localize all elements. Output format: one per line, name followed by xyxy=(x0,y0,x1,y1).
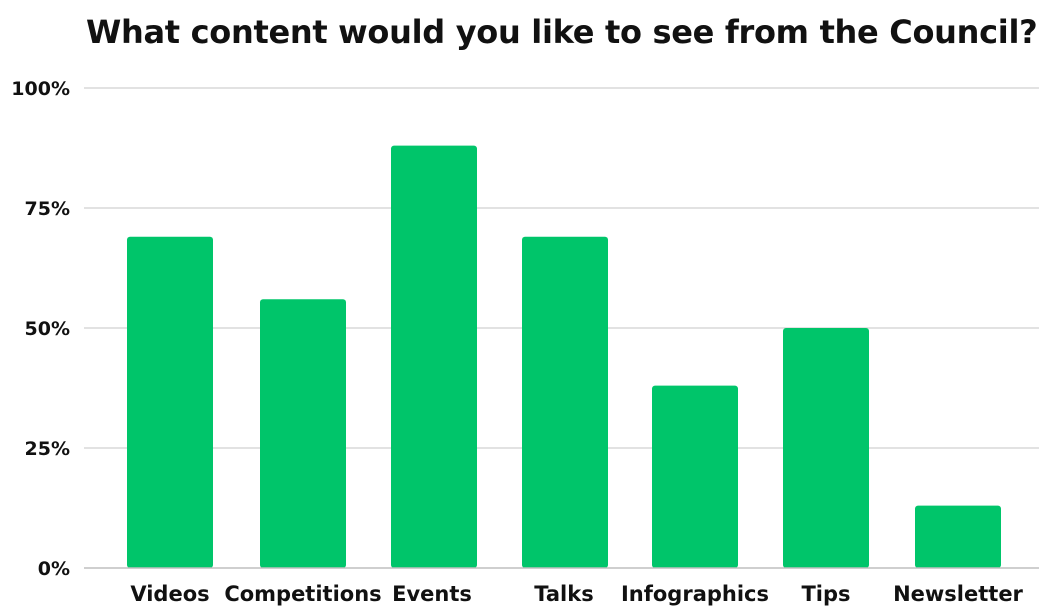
x-category-label: Infographics xyxy=(621,582,769,606)
x-category-label: Tips xyxy=(801,582,850,606)
bar-infographics xyxy=(652,385,738,568)
bar-videos xyxy=(127,236,213,569)
bars xyxy=(127,145,1001,569)
bar-events xyxy=(391,145,477,568)
y-tick-label: 50% xyxy=(25,318,70,340)
bar-talks xyxy=(522,236,608,569)
x-category-label: Newsletter xyxy=(893,582,1023,606)
bar-competitions xyxy=(260,299,346,568)
y-tick-label: 75% xyxy=(25,198,70,220)
x-category-label: Talks xyxy=(534,582,593,606)
x-axis-category-labels: Videos Competitions Events Talks Infographic… xyxy=(130,582,1023,606)
y-tick-label: 100% xyxy=(11,78,70,100)
bar-newsletter xyxy=(915,505,1001,568)
x-category-label: Videos xyxy=(130,582,209,606)
y-tick-label: 25% xyxy=(25,438,70,460)
y-axis-tick-labels: 0% 25% 50% 75% 100% xyxy=(11,78,70,580)
x-category-label: Competitions xyxy=(224,582,381,606)
y-tick-label: 0% xyxy=(38,558,70,580)
x-category-label: Events xyxy=(392,582,472,606)
bar-tips xyxy=(783,328,869,568)
chart-title: What content would you like to see from … xyxy=(86,13,1038,51)
